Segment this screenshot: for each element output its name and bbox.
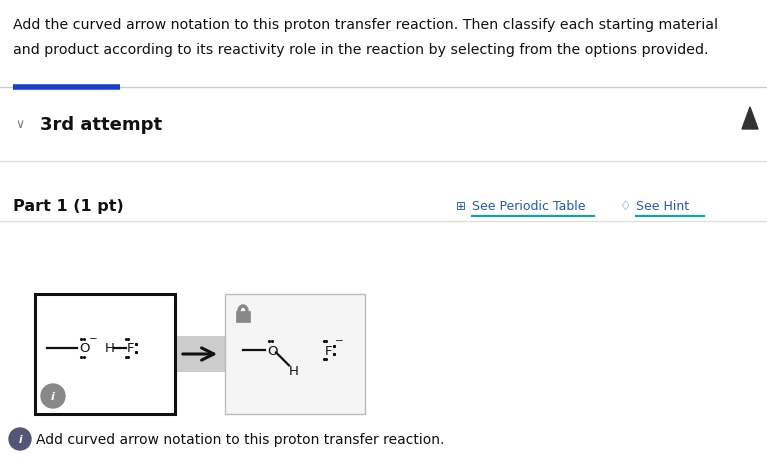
Text: ♢: ♢ — [620, 200, 635, 213]
Bar — [175, 336, 225, 372]
Circle shape — [41, 384, 65, 408]
Circle shape — [9, 428, 31, 450]
Text: Add the curved arrow notation to this proton transfer reaction. Then classify ea: Add the curved arrow notation to this pr… — [13, 18, 718, 32]
Text: ∨: ∨ — [15, 118, 24, 131]
Text: −: − — [335, 336, 344, 346]
Text: and product according to its reactivity role in the reaction by selecting from t: and product according to its reactivity … — [13, 43, 709, 57]
Text: See Hint: See Hint — [636, 200, 689, 213]
Bar — [236, 311, 250, 322]
Text: H: H — [289, 364, 299, 377]
Text: F: F — [127, 342, 134, 355]
Text: Add curved arrow notation to this proton transfer reaction.: Add curved arrow notation to this proton… — [36, 432, 444, 446]
Text: Part 1 (1 pt): Part 1 (1 pt) — [13, 199, 123, 214]
Polygon shape — [742, 108, 758, 130]
Text: O: O — [79, 342, 90, 355]
Text: ⊞: ⊞ — [456, 200, 469, 213]
Text: i: i — [51, 391, 55, 401]
Text: i: i — [18, 434, 21, 444]
Text: 3rd attempt: 3rd attempt — [40, 116, 162, 134]
Text: See Periodic Table: See Periodic Table — [472, 200, 585, 213]
Text: F: F — [325, 344, 333, 357]
Bar — [225, 294, 365, 414]
Text: O: O — [267, 344, 278, 357]
Text: H: H — [105, 342, 115, 355]
Bar — [35, 294, 175, 414]
Text: −: − — [89, 333, 97, 343]
